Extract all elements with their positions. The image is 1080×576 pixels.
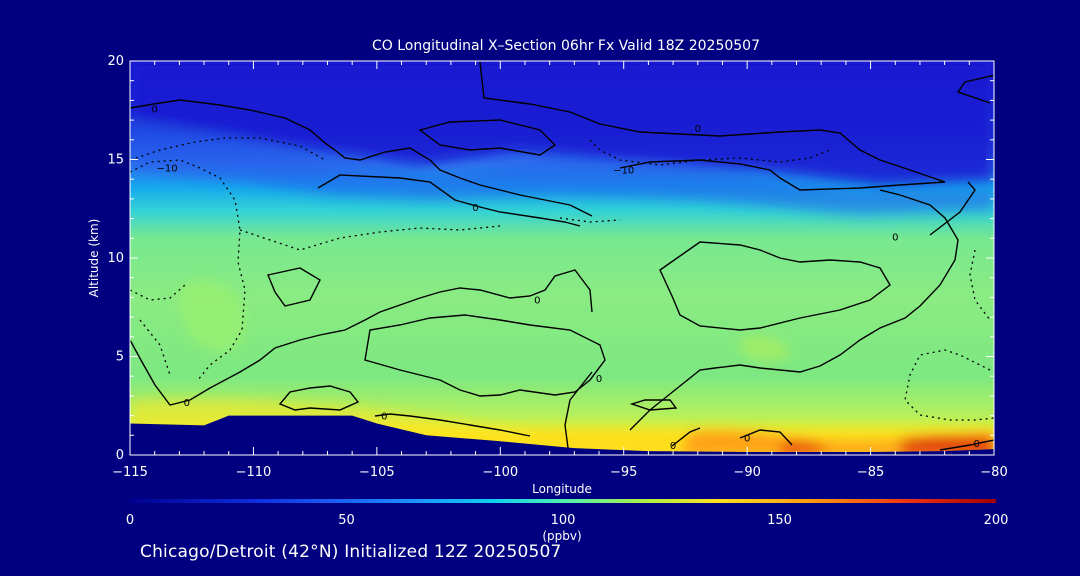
y-tick-label: 5 xyxy=(116,350,124,365)
colorbar-tick-label: 200 xyxy=(984,513,1009,528)
x-tick-label: −115 xyxy=(112,465,148,480)
contour-label: 0 xyxy=(744,433,750,444)
footer-caption: Chicago/Detroit (42°N) Initialized 12Z 2… xyxy=(140,542,562,562)
x-tick-label: −105 xyxy=(359,465,395,480)
negative-contour-lines xyxy=(130,137,994,421)
contour-label: 0 xyxy=(534,295,540,306)
x-tick-label: −80 xyxy=(980,465,1007,480)
co-field-variations xyxy=(130,62,994,455)
contour-labels: 0 −10 0 −10 0 0 0 0 0 0 0 0 0 xyxy=(151,104,979,452)
y-tick-label: 0 xyxy=(116,448,124,463)
y-tick-label: 20 xyxy=(107,54,124,69)
colorbar-ticks: 0 50 100 150 200 xyxy=(126,513,1009,528)
contour-label: −10 xyxy=(613,165,634,176)
contour-label: 0 xyxy=(151,104,157,115)
colorbar xyxy=(130,499,996,503)
y-axis: 0 5 10 15 20 xyxy=(107,54,994,463)
y-axis-label: Altitude (km) xyxy=(87,219,101,298)
x-tick-label: −90 xyxy=(733,465,760,480)
contour-label: 0 xyxy=(892,232,898,243)
x-axis-label: Longitude xyxy=(532,482,592,496)
x-tick-label: −85 xyxy=(857,465,884,480)
contour-label: 0 xyxy=(381,412,387,423)
contour-label: 0 xyxy=(670,441,676,452)
x-tick-label: −95 xyxy=(610,465,637,480)
contour-label: 0 xyxy=(596,374,602,385)
terrain-mask xyxy=(130,415,994,455)
colorbar-label: (ppbv) xyxy=(542,529,581,543)
y-tick-label: 15 xyxy=(107,153,124,168)
colorbar-tick-label: 100 xyxy=(551,513,576,528)
colorbar-tick-label: 150 xyxy=(767,513,792,528)
contour-label: 0 xyxy=(974,439,980,450)
contour-label: 0 xyxy=(184,398,190,409)
y-tick-label: 10 xyxy=(107,251,124,266)
x-tick-label: −100 xyxy=(482,465,518,480)
contour-label: 0 xyxy=(695,124,701,135)
chart-title: CO Longitudinal X–Section 06hr Fx Valid … xyxy=(372,38,760,54)
plot-area: 0 −10 0 −10 0 0 0 0 0 0 0 0 0 xyxy=(130,61,994,455)
x-axis: −115 −110 −105 −100 −95 −90 −85 −80 xyxy=(112,61,1008,480)
colorbar-tick-label: 0 xyxy=(126,513,134,528)
contour-label: −10 xyxy=(156,163,177,174)
contour-label: 0 xyxy=(472,203,478,214)
colorbar-tick-label: 50 xyxy=(338,513,355,528)
x-tick-label: −110 xyxy=(236,465,272,480)
contour-lines xyxy=(130,61,994,451)
